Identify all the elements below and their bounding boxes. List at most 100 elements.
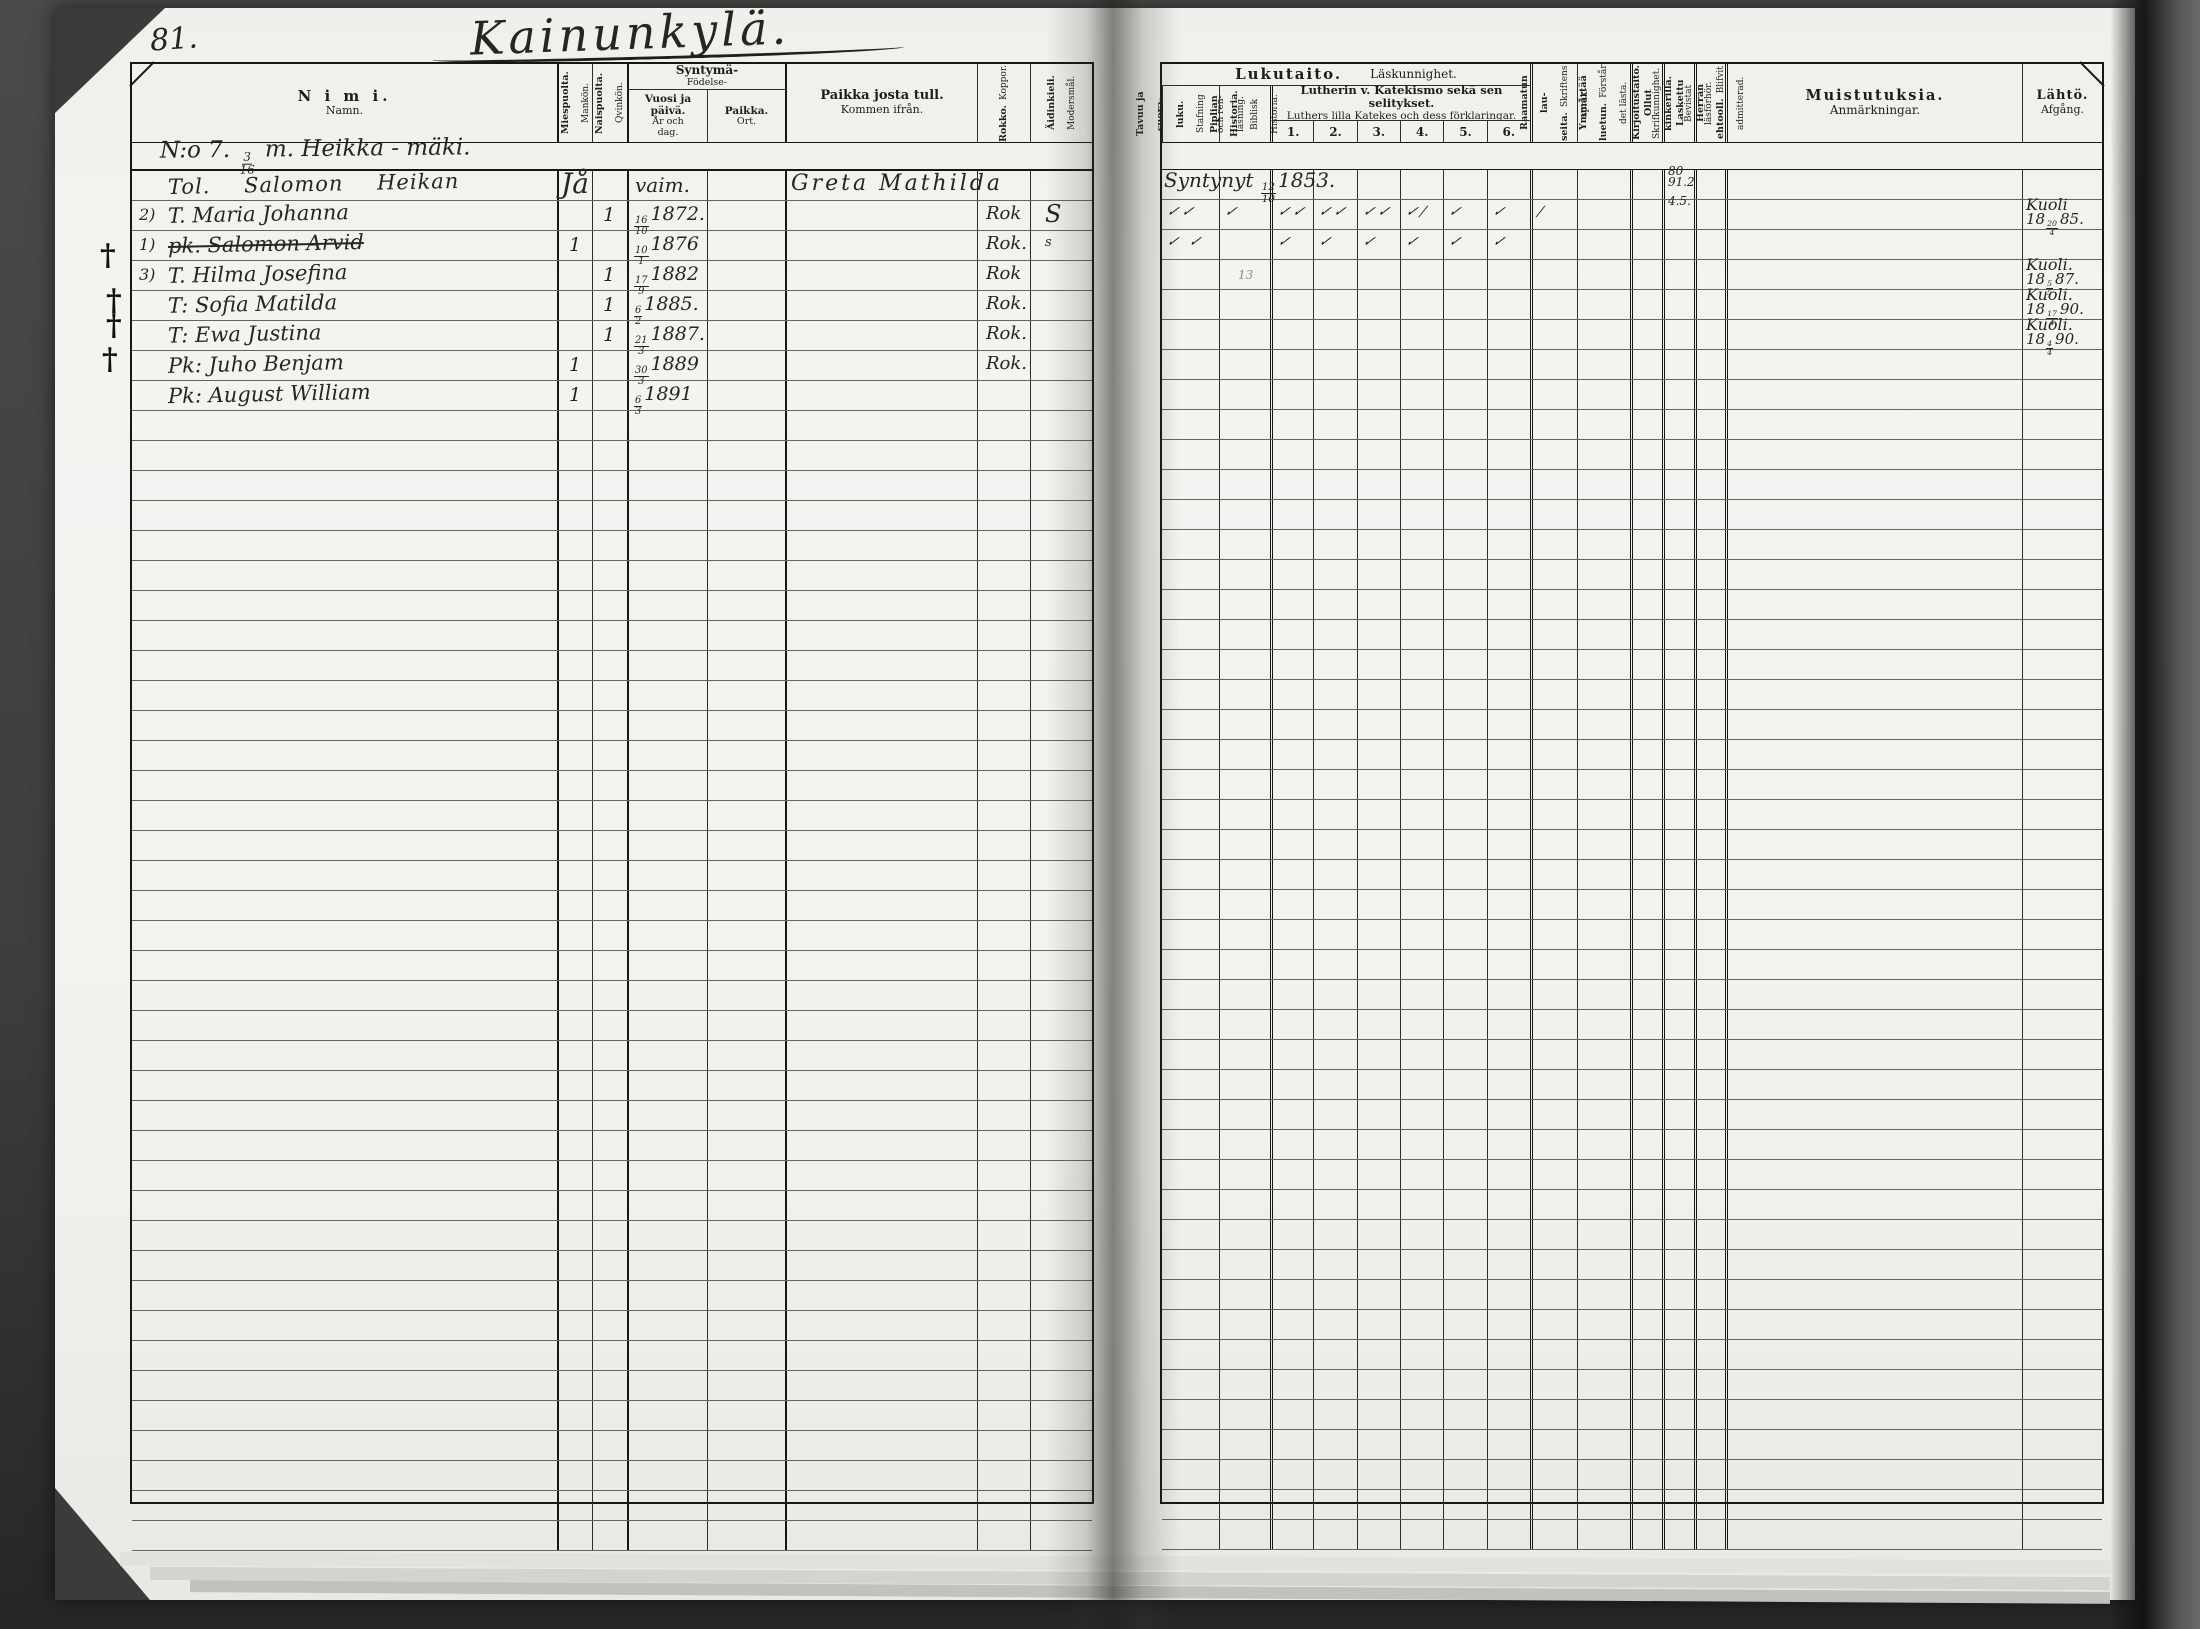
cell-name bbox=[132, 1161, 557, 1190]
cell-female bbox=[592, 861, 627, 890]
cell-remarks bbox=[1724, 800, 2022, 829]
cell-male bbox=[557, 441, 592, 470]
cell-bible-history bbox=[1219, 560, 1270, 589]
cell-remarks bbox=[1724, 860, 2022, 889]
cell-catechism-2 bbox=[1313, 1190, 1356, 1219]
cell-smallpox bbox=[977, 441, 1030, 470]
cell-departure bbox=[2021, 440, 2102, 469]
cell-come-from bbox=[785, 501, 977, 530]
cell-birthplace bbox=[707, 891, 785, 920]
cell-catechism-3 bbox=[1356, 1310, 1400, 1339]
col-header-name: N i m i. Namn. bbox=[129, 61, 557, 142]
cell-mother-tongue bbox=[1030, 1191, 1092, 1220]
cell-name bbox=[132, 1251, 557, 1280]
cell-come-from bbox=[785, 1221, 977, 1250]
date-fraction: 17 4 bbox=[2046, 309, 2058, 328]
cell-exam bbox=[1661, 1130, 1694, 1159]
cell-remarks bbox=[1724, 440, 2022, 469]
cell-catechism-6 bbox=[1486, 410, 1530, 439]
cell-departure bbox=[2021, 1130, 2102, 1159]
cell-male bbox=[557, 1521, 592, 1550]
cell-male bbox=[557, 681, 592, 710]
cell-catechism-5 bbox=[1443, 860, 1486, 889]
male-count-mark: 1 bbox=[569, 384, 582, 406]
ledger-row-right bbox=[1162, 440, 2102, 470]
death-note: Kuoli. 18 4 4 90. bbox=[2026, 317, 2079, 357]
cell-birthdate bbox=[627, 561, 707, 590]
cell-catechism-6 bbox=[1486, 620, 1530, 649]
cell-scripture bbox=[1529, 1520, 1577, 1549]
cell-smallpox bbox=[977, 771, 1030, 800]
cell-departure bbox=[2021, 1160, 2102, 1189]
cell-catechism-4 bbox=[1399, 1070, 1443, 1099]
cell-scripture bbox=[1529, 470, 1577, 499]
cell-catechism-4 bbox=[1399, 770, 1443, 799]
cell-smallpox bbox=[977, 1161, 1030, 1190]
cell-catechism-2 bbox=[1313, 1430, 1356, 1459]
cell-catechism-3 bbox=[1356, 890, 1400, 919]
cell-departure bbox=[2021, 1100, 2102, 1129]
cell-departure bbox=[2021, 920, 2102, 949]
cell-female bbox=[592, 1041, 627, 1070]
cell-remarks bbox=[1724, 410, 2022, 439]
cell-exam bbox=[1661, 920, 1694, 949]
cell-catechism-6 bbox=[1486, 1490, 1530, 1519]
cell-bible-history bbox=[1219, 650, 1270, 679]
cell-bible-history bbox=[1219, 1250, 1270, 1279]
cell-catechism-6 bbox=[1486, 1370, 1530, 1399]
ledger-row-left bbox=[132, 1431, 1092, 1461]
cell-birthplace bbox=[707, 531, 785, 560]
cell-catechism-1 bbox=[1270, 1220, 1313, 1249]
cell-departure bbox=[2021, 170, 2102, 199]
cell-catechism-1 bbox=[1270, 1460, 1313, 1489]
cell-catechism-4 bbox=[1399, 410, 1443, 439]
cell-male bbox=[557, 1401, 592, 1430]
cell-catechism-5 bbox=[1443, 590, 1486, 619]
cell-come-from bbox=[785, 1251, 977, 1280]
cell-catechism-1 bbox=[1270, 1280, 1313, 1309]
cell-scripture bbox=[1529, 1430, 1577, 1459]
cell-scripture bbox=[1529, 740, 1577, 769]
cell-birthdate bbox=[627, 471, 707, 500]
cell-writing bbox=[1629, 1280, 1662, 1309]
col-header-birth: Syntymä- Födelse- bbox=[627, 63, 785, 90]
cell-birthplace bbox=[707, 651, 785, 680]
cell-mother-tongue bbox=[1030, 561, 1092, 590]
cell-communion bbox=[1693, 860, 1725, 889]
cell-mother-tongue bbox=[1030, 1161, 1092, 1190]
cell-catechism-2: ✓✓ bbox=[1313, 200, 1356, 229]
cell-birthdate: 30 3 1889 bbox=[627, 351, 707, 386]
cell-departure bbox=[2021, 950, 2102, 979]
ledger-row-right bbox=[1162, 770, 2102, 800]
cell-exam bbox=[1661, 1040, 1694, 1069]
cell-communion bbox=[1693, 1280, 1725, 1309]
cell-catechism-3 bbox=[1356, 1340, 1400, 1369]
ledger-left: N i m i. Namn. Miespuolta. Mankön. Naisp… bbox=[129, 61, 1094, 1551]
cell-remarks bbox=[1724, 680, 2022, 709]
family-group-row: N:o 7. 3 16 m. Heikka - mäki. bbox=[132, 134, 1092, 176]
cell-catechism-2 bbox=[1313, 680, 1356, 709]
cell-remarks bbox=[1724, 1190, 2022, 1219]
catechism-marks: ✓ bbox=[1490, 204, 1510, 220]
col-header-smallpox: Rokko. Koppor. bbox=[977, 64, 1030, 142]
cell-name bbox=[132, 1401, 557, 1430]
smallpox-mark: Rok. bbox=[986, 293, 1028, 314]
cell-female: 1 bbox=[592, 201, 627, 230]
cell-mother-tongue bbox=[1030, 621, 1092, 650]
cell-catechism-1 bbox=[1270, 410, 1313, 439]
cell-catechism-4 bbox=[1399, 1490, 1443, 1519]
cell-scripture bbox=[1529, 290, 1577, 319]
cell-male bbox=[557, 621, 592, 650]
cell-catechism-4 bbox=[1399, 530, 1443, 559]
cell-catechism-2 bbox=[1313, 1040, 1356, 1069]
cell-catechism-4: ✓/ bbox=[1399, 200, 1443, 229]
cell-catechism-6 bbox=[1486, 320, 1530, 349]
cell-scripture bbox=[1529, 560, 1577, 589]
cell-catechism-1 bbox=[1270, 710, 1313, 739]
cell-birthplace bbox=[707, 1431, 785, 1460]
cell-name bbox=[132, 831, 557, 860]
ledger-row-left bbox=[132, 531, 1092, 561]
ledger-row-left bbox=[132, 771, 1092, 801]
cell-male bbox=[557, 561, 592, 590]
cell-catechism-2 bbox=[1313, 1130, 1356, 1159]
